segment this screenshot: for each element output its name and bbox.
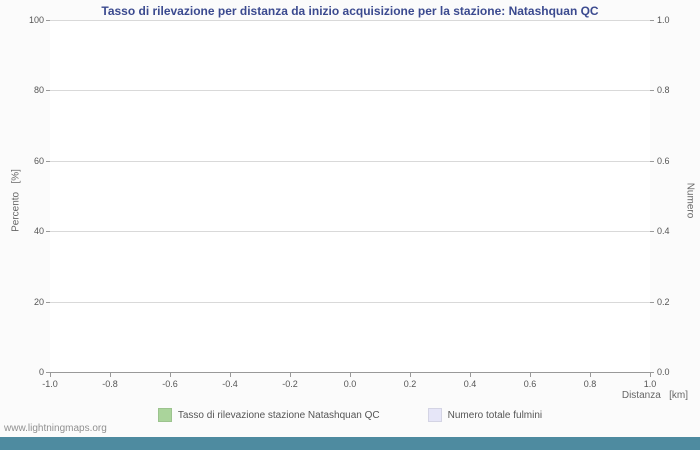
y-left-tick [46, 20, 50, 21]
gridline [50, 302, 650, 303]
y-right-tick-label: 0.8 [657, 85, 670, 95]
x-tick [650, 373, 651, 377]
legend-item-detection-rate: Tasso di rilevazione stazione Natashquan… [157, 408, 380, 422]
x-tick-label: -0.8 [102, 379, 118, 389]
y-left-tick [46, 231, 50, 232]
y-right-tick [650, 231, 654, 232]
x-tick-label: 0.0 [343, 379, 357, 389]
y-left-tick-label: 60 [33, 156, 44, 166]
x-tick [230, 373, 231, 377]
legend-label-total-strokes: Numero totale fulmini [447, 409, 543, 421]
x-tick-label: 1.0 [643, 379, 657, 389]
y-left-tick-label: 80 [33, 85, 44, 95]
x-tick [290, 373, 291, 377]
y-left-tick-label: 0 [38, 367, 44, 377]
y-right-tick [650, 302, 654, 303]
legend-swatch-green-icon [157, 408, 172, 422]
plot-area [50, 20, 650, 373]
x-tick [350, 373, 351, 377]
x-tick-label: 0.8 [583, 379, 597, 389]
y-right-tick [650, 372, 654, 373]
y-right-tick [650, 90, 654, 91]
x-tick [590, 373, 591, 377]
x-tick [170, 373, 171, 377]
watermark-link: www.lightningmaps.org [4, 423, 107, 434]
y-left-tick [46, 372, 50, 373]
gridline [50, 161, 650, 162]
y-left-tick [46, 302, 50, 303]
y-left-tick-label: 20 [33, 297, 44, 307]
y-right-tick [650, 20, 654, 21]
y-left-tick-label: 100 [28, 15, 44, 25]
x-tick-label: -0.2 [282, 379, 298, 389]
x-axis-label: Distanza [km] [621, 390, 688, 401]
gridline [50, 231, 650, 232]
x-tick [110, 373, 111, 377]
y-left-tick [46, 90, 50, 91]
y-right-tick-label: 1.0 [657, 15, 670, 25]
y-right-tick-label: 0.4 [657, 226, 670, 236]
x-tick-label: -0.4 [222, 379, 238, 389]
legend-item-total-strokes: Numero totale fulmini [427, 408, 543, 422]
y-left-tick-label: 40 [33, 226, 44, 236]
x-tick-label: 0.6 [523, 379, 537, 389]
gridline [50, 20, 650, 21]
y-right-tick-label: 0.2 [657, 297, 670, 307]
y-left-tick [46, 161, 50, 162]
gridline [50, 90, 650, 91]
legend-swatch-lavender-icon [427, 408, 442, 422]
x-tick [470, 373, 471, 377]
y-right-tick-label: 0.0 [657, 367, 670, 377]
x-tick-label: -1.0 [42, 379, 58, 389]
y-right-tick-label: 0.6 [657, 156, 670, 166]
footer-bar [0, 437, 700, 450]
legend: Tasso di rilevazione stazione Natashquan… [0, 408, 700, 422]
chart-title: Tasso di rilevazione per distanza da ini… [101, 4, 599, 18]
legend-label-detection-rate: Tasso di rilevazione stazione Natashquan… [177, 409, 380, 421]
x-tick-label: -0.6 [162, 379, 178, 389]
x-tick [410, 373, 411, 377]
y-right-tick [650, 161, 654, 162]
x-tick [530, 373, 531, 377]
x-tick [50, 373, 51, 377]
x-tick-label: 0.2 [403, 379, 417, 389]
x-tick-label: 0.4 [463, 379, 477, 389]
